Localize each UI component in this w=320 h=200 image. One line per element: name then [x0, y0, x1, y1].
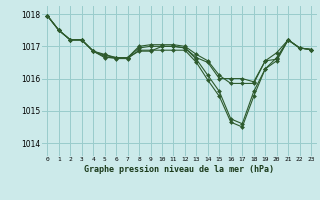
X-axis label: Graphe pression niveau de la mer (hPa): Graphe pression niveau de la mer (hPa) — [84, 165, 274, 174]
